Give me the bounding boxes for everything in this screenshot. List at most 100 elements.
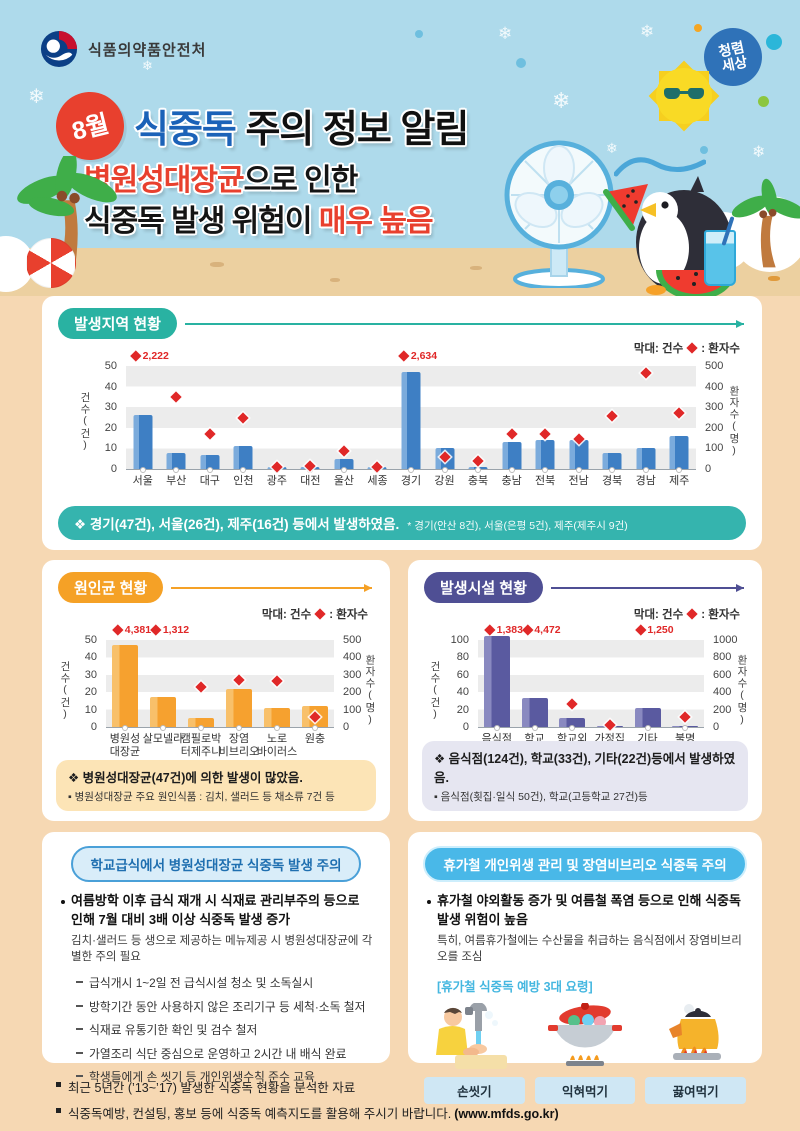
handwashing-icon xyxy=(424,1001,525,1073)
baseline-dot xyxy=(139,466,146,473)
facility-bar-chart: 0 20 40 60 80 100 0 200 400 600 800 1000 1,383 음식점 4,4… xyxy=(451,624,738,758)
x-axis-label: 캠필로박 터제주니 xyxy=(180,733,222,759)
chart-column: 세종 xyxy=(357,366,397,487)
case-count-bar xyxy=(521,698,548,727)
x-axis-label: 울산 xyxy=(333,475,355,487)
diamond-marker-icon xyxy=(604,719,616,731)
baseline-dot xyxy=(682,724,689,731)
watermelon-slice-icon xyxy=(603,184,648,231)
chart-legend: 막대: 건수 : 환자수 xyxy=(261,608,368,621)
diamond-marker-icon xyxy=(634,624,646,636)
case-count-bar xyxy=(483,635,510,727)
y-axis-tick-left: 60 xyxy=(456,668,469,681)
case-count-bar xyxy=(602,452,622,469)
vacation-point-title: 휴가철 야외활동 증가 및 여름철 폭염 등으로 인해 식중독 발생 위험이 높… xyxy=(426,892,746,930)
precaution-text: 식재료 유통기한 확인 및 검수 철저 xyxy=(89,1023,258,1038)
bullet-icon xyxy=(427,900,431,904)
y-axis-tick-right: 400 xyxy=(713,686,732,699)
x-axis-label: 대구 xyxy=(199,475,220,487)
region-chart-card: 발생지역 현황 막대: 건수 : 환자수 건수(건) 0 10 20 30 40 50 0 1… xyxy=(42,296,762,550)
section-title-facility: 발생시설 현황 xyxy=(424,572,543,603)
beach-ball-icon xyxy=(26,238,76,288)
x-axis-label: 원충 xyxy=(304,733,326,745)
cooking-pot-icon xyxy=(535,1001,636,1073)
case-count-bar xyxy=(200,454,220,469)
patient-count-outlier: 4,381 xyxy=(112,624,151,636)
chart-column: 광주 xyxy=(257,366,297,487)
baseline-dot xyxy=(312,724,318,731)
school-point-title: 여름방학 이후 급식 재개 시 식재료 관리부주의 등으로 인해 7월 대비 3… xyxy=(60,892,374,930)
patient-count-outlier: 2,634 xyxy=(398,350,438,362)
baseline-dot xyxy=(441,466,448,473)
square-bullet-icon xyxy=(56,1108,61,1113)
chart-column: 장염 비브리오 xyxy=(219,640,259,758)
y-axis-tick-right: 100 xyxy=(705,442,724,455)
diamond-marker-icon xyxy=(521,624,533,636)
cause-note: ❖ 병원성대장균(47건)에 의한 발생이 많았음. ▪ 병원성대장균 주요 원… xyxy=(56,760,376,811)
chart-column: 부산 xyxy=(156,366,196,487)
outlier-value-label: 1,383 xyxy=(496,624,523,636)
case-count-bar xyxy=(636,448,656,469)
region-note: ❖ 경기(47건), 서울(26건), 제주(16건) 등에서 발생하였음. *… xyxy=(58,506,746,540)
baseline-dot xyxy=(542,466,549,473)
diamond-legend-icon xyxy=(314,608,326,620)
y-axis-tick-left: 10 xyxy=(104,442,117,455)
y-axis-tick-right: 300 xyxy=(705,401,724,414)
footnotes: 최근 5년간 (’13~’17) 발생한 식중독 현황을 분석한 자료 식중독예방… xyxy=(56,1077,559,1129)
baseline-dot xyxy=(340,466,347,473)
baseline-dot xyxy=(240,466,247,473)
chart-column: 가정집 xyxy=(590,640,630,745)
outlier-value-label: 2,634 xyxy=(410,350,438,362)
diamond-marker-icon xyxy=(233,674,245,686)
section-rule xyxy=(171,583,372,592)
diamond-marker-icon xyxy=(150,624,162,636)
x-axis-label: 경남 xyxy=(635,475,656,487)
snowflake-icon: ❄ xyxy=(606,140,618,156)
x-axis-label: 전남 xyxy=(568,475,589,487)
diamond-marker-icon xyxy=(505,428,518,441)
y-axis-tick-right: 500 xyxy=(343,634,362,646)
chart-column: 1,250 기타 xyxy=(628,624,674,745)
prevention-tip: 익혀먹기 xyxy=(534,1001,636,1105)
diamond-marker-icon xyxy=(398,350,410,362)
school-advisory-title: 학교급식에서 병원성대장균 식중독 발생 주의 xyxy=(70,846,362,882)
outlier-value-label: 2,222 xyxy=(142,350,169,362)
precaution-text: 급식개시 1~2일 전 급식시설 청소 및 소독실시 xyxy=(89,976,314,991)
baseline-dot xyxy=(642,466,649,473)
diamond-marker-icon xyxy=(472,455,484,467)
x-axis-label: 세종 xyxy=(367,475,388,487)
y-axis-tick-right: 200 xyxy=(705,421,724,434)
baseline-dot xyxy=(575,466,582,473)
diamond-marker-icon xyxy=(483,624,496,636)
boiling-kettle-icon xyxy=(645,1001,746,1073)
baseline-dot xyxy=(609,466,616,473)
y-axis-tick-left: 40 xyxy=(456,686,469,699)
y-axis-tick-right: 500 xyxy=(705,360,724,372)
section-title-cause: 원인균 현황 xyxy=(58,572,164,603)
header-banner: 식품의약품안전처 청렴세상 ❄ ❄ ❄ ❄ ❄ ❄ ❄ 8월 식중독 주의 정보… xyxy=(0,0,800,296)
footnote-row: 식중독예방, 컨설팅, 홍보 등에 식중독 예측지도를 활용해 주시기 바랍니다… xyxy=(56,1103,559,1122)
tip-label: 끓여먹기 xyxy=(645,1077,747,1105)
prevention-tips: 손씻기 익혀먹기 끓여먹기 xyxy=(408,995,762,1105)
chart-column: 전북 xyxy=(525,366,565,487)
y-axis-tick-left: 50 xyxy=(104,360,117,372)
x-axis-label: 충남 xyxy=(501,475,522,487)
y-axis-tick-right: 200 xyxy=(713,703,732,716)
case-count-bar xyxy=(569,440,589,469)
dash-icon xyxy=(76,1051,83,1054)
chart-column: 1,383 음식점 xyxy=(477,624,523,745)
case-count-bar xyxy=(226,688,252,727)
y-axis-tick-left: 20 xyxy=(456,703,469,716)
chart-column: 충북 xyxy=(458,366,498,487)
vacation-advisory-title: 휴가철 개인위생 관리 및 장염비브리오 식중독 주의 xyxy=(423,846,747,882)
x-axis-label: 대전 xyxy=(300,475,321,487)
chart-column: 2,222 서울 xyxy=(123,350,169,487)
mfds-emblem-icon xyxy=(40,30,78,68)
y-axis-title-left: 건수(건) xyxy=(59,660,71,722)
case-count-bar xyxy=(166,452,186,469)
agency-name: 식품의약품안전처 xyxy=(88,41,207,59)
x-axis-label: 서울 xyxy=(132,475,153,487)
precaution-text: 방학기간 동안 사용하지 않은 조리기구 등 세척·소독 철저 xyxy=(89,999,366,1014)
